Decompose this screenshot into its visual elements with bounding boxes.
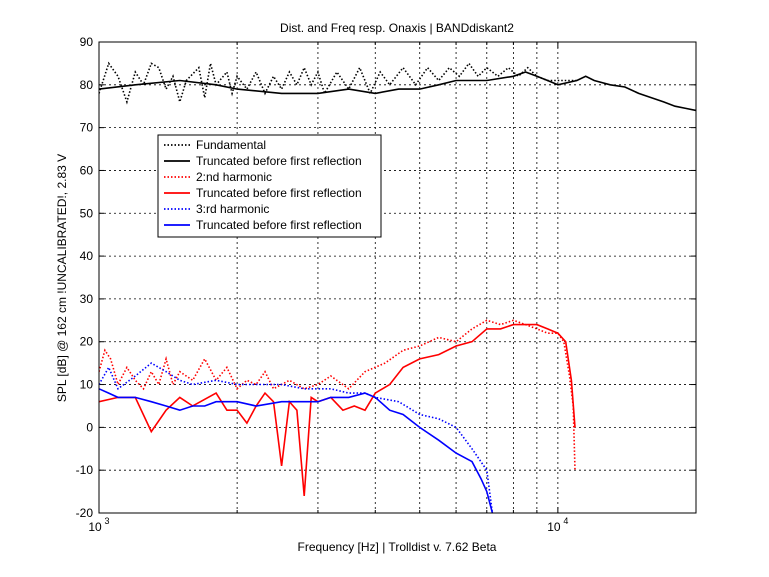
x-tick-label-exponent: 3	[104, 516, 109, 526]
y-tick-label: 0	[86, 420, 93, 434]
y-tick-label: 40	[80, 249, 94, 263]
legend-entry: Truncated before first reflection	[196, 186, 362, 200]
y-tick-label: 90	[80, 35, 94, 49]
legend-box	[157, 134, 382, 238]
legend-entry: Truncated before first reflection	[196, 154, 362, 168]
chart-title: Dist. and Freq resp. Onaxis | BANDdiskan…	[280, 21, 514, 35]
y-axis-label: SPL [dB] @ 162 cm !UNCALIBRATED!, 2.83 V	[55, 154, 69, 402]
series-line-5	[99, 362, 494, 513]
x-tick-label: 10	[88, 520, 102, 534]
y-tick-label: 10	[80, 378, 94, 392]
y-tick-label: -10	[76, 463, 94, 477]
legend-entry: 3:rd harmonic	[196, 202, 269, 216]
y-tick-label: 20	[80, 335, 94, 349]
x-tick-label-exponent: 4	[563, 516, 568, 526]
y-tick-label: 50	[80, 206, 94, 220]
series-line-6	[99, 388, 494, 513]
x-tick-label: 10	[547, 520, 561, 534]
legend-entry: 2:nd harmonic	[196, 170, 272, 184]
x-axis-label: Frequency [Hz] | Trolldist v. 7.62 Beta	[298, 540, 497, 554]
y-tick-label: 70	[80, 121, 94, 135]
series-line-3	[99, 319, 576, 471]
y-tick-label: 30	[80, 292, 94, 306]
legend-entry: Fundamental	[196, 138, 266, 152]
y-tick-label: 60	[80, 163, 94, 177]
legend: Fundamental Truncated before first reflec…	[157, 134, 382, 238]
axes-box	[98, 41, 697, 514]
series-line-2	[99, 71, 696, 112]
y-tick-label: -20	[76, 506, 94, 520]
plot-background	[99, 42, 696, 513]
y-tick-label: 80	[80, 78, 94, 92]
legend-entry: Truncated before first reflection	[196, 218, 362, 232]
